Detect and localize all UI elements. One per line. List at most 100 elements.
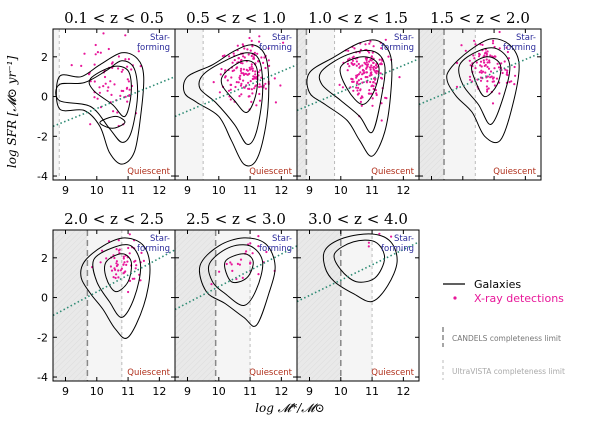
xray-point — [267, 59, 270, 62]
xray-point — [229, 261, 232, 264]
y-tick-label: 2 — [41, 252, 48, 265]
xray-point — [353, 47, 356, 50]
legend-xray-label: X-ray detections — [474, 292, 564, 305]
starforming-label: Star-forming — [381, 234, 414, 254]
xray-point — [372, 87, 375, 91]
xray-point — [243, 47, 246, 50]
xray-point — [484, 52, 487, 55]
x-tick-label: 10 — [334, 184, 348, 197]
xray-point — [369, 80, 372, 84]
xray-point — [109, 80, 112, 83]
xray-point — [338, 83, 341, 86]
xray-point — [468, 59, 471, 62]
xray-point — [491, 102, 495, 105]
xray-point — [387, 55, 390, 58]
xray-point — [249, 49, 252, 52]
xray-point — [352, 80, 355, 83]
ultravista-shade — [340, 230, 373, 381]
xray-point — [380, 63, 383, 66]
x-tick-label: 9 — [306, 184, 313, 197]
xray-point — [258, 99, 262, 102]
xray-point — [238, 95, 241, 98]
xray-point — [369, 40, 372, 43]
panel-title: 3.0 < z < 4.0 — [308, 210, 408, 228]
xray-point — [240, 72, 243, 75]
xray-point — [380, 77, 384, 80]
xray-point — [351, 56, 354, 59]
xray-point — [117, 276, 120, 279]
ultravista-shade — [53, 29, 60, 180]
xray-point — [368, 51, 371, 54]
xray-point — [254, 73, 257, 76]
xray-point — [218, 91, 221, 94]
xray-point — [263, 56, 266, 59]
contour-level-3 — [224, 253, 254, 284]
xray-point — [474, 43, 477, 46]
xray-point — [122, 257, 125, 260]
xray-point — [83, 52, 86, 55]
xray-point — [226, 79, 229, 82]
panel-2: 9 10 11 12 0.5 < z < 1.0 Star-forming Quiescen… — [174, 9, 298, 197]
xray-point — [231, 69, 234, 73]
xray-point — [103, 75, 107, 79]
xray-point — [365, 61, 368, 64]
xray-point — [210, 283, 213, 286]
contour-level-1 — [322, 233, 398, 303]
xray-point — [87, 73, 91, 76]
legend-galaxies-label: Galaxies — [474, 278, 521, 291]
panel-title: 2.0 < z < 2.5 — [64, 210, 164, 228]
contour-level-2 — [198, 52, 264, 145]
xray-point — [230, 83, 233, 86]
xray-point — [364, 43, 367, 46]
contour-level-1 — [182, 44, 270, 167]
xray-point — [364, 75, 367, 79]
xray-point — [128, 94, 131, 97]
xray-point — [228, 55, 231, 58]
xray-point — [130, 68, 133, 71]
xray-point — [268, 64, 271, 67]
candels-hatch — [175, 230, 216, 381]
xray-point — [80, 64, 83, 67]
xray-point — [506, 50, 509, 54]
contour-level-2 — [318, 49, 386, 134]
xray-point — [117, 55, 120, 58]
x-tick-label: 10 — [90, 385, 104, 398]
ultravista-shade — [444, 29, 476, 180]
xray-point — [460, 44, 463, 47]
xray-point — [498, 30, 501, 34]
xray-point — [89, 123, 92, 126]
xray-point — [112, 110, 115, 113]
xray-point — [246, 73, 249, 76]
x-tick-label: 9 — [62, 385, 69, 398]
xray-point — [93, 96, 96, 99]
xray-point — [356, 80, 359, 83]
x-tick-label: 11 — [243, 184, 257, 197]
xray-point — [351, 59, 354, 62]
contour-level-3 — [339, 56, 380, 106]
xray-point — [265, 250, 268, 254]
panel-plot-area — [297, 230, 419, 381]
legend-ultravista-label: UltraVISTA completeness limit — [452, 367, 565, 376]
starforming-label-line2: forming — [259, 244, 292, 254]
x-tick-label: 12 — [396, 385, 410, 398]
xray-point — [135, 264, 138, 267]
xray-point — [248, 66, 251, 69]
xray-point — [229, 88, 232, 91]
xray-point — [224, 76, 227, 79]
xray-point — [482, 59, 485, 62]
xray-point — [117, 67, 120, 70]
panel-plot-area — [53, 29, 175, 180]
starforming-label-line1: Star- — [394, 33, 414, 43]
xray-point — [241, 62, 244, 65]
xray-point — [246, 48, 249, 51]
xray-point — [112, 276, 115, 279]
xray-point — [140, 251, 143, 254]
xray-point — [366, 76, 369, 79]
xray-point — [96, 51, 99, 54]
xray-point — [352, 89, 355, 92]
xray-point — [478, 71, 481, 74]
x-tick-label: 10 — [334, 385, 348, 398]
xray-point — [368, 42, 371, 45]
xray-point — [365, 71, 368, 74]
xray-point — [125, 263, 128, 266]
